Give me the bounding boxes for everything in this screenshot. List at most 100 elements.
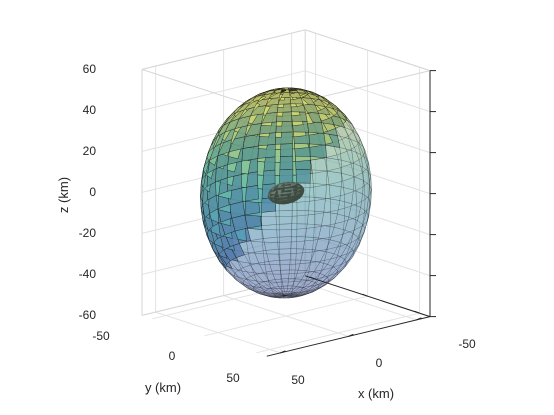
sphere-face xyxy=(271,270,283,280)
sphere-face xyxy=(289,296,298,298)
y-axis-label: y (km) xyxy=(145,380,181,395)
sphere-face xyxy=(340,172,355,191)
sphere-face xyxy=(353,212,365,231)
sphere-face xyxy=(296,290,309,296)
sphere-face xyxy=(285,295,296,297)
sphere-face xyxy=(280,269,290,280)
sphere-face xyxy=(305,282,319,291)
sphere-face xyxy=(307,285,320,293)
sphere-face xyxy=(348,245,360,261)
sphere-face xyxy=(358,154,368,174)
sphere-face xyxy=(285,293,298,296)
sphere-face xyxy=(285,291,295,296)
sphere-face xyxy=(285,295,294,298)
sphere-face xyxy=(368,171,372,190)
sphere-face xyxy=(280,295,287,298)
sphere-face xyxy=(326,170,342,188)
sphere-face xyxy=(259,210,277,227)
sphere-face xyxy=(293,272,309,282)
sphere-face xyxy=(285,292,297,296)
sphere-face xyxy=(342,217,357,235)
sphere-face xyxy=(313,224,331,241)
sphere-face xyxy=(354,142,364,161)
sphere-face xyxy=(286,285,293,292)
sphere-face xyxy=(247,287,261,295)
sphere-face xyxy=(344,203,357,222)
ellipsoid-face xyxy=(274,196,282,201)
x-tick-mark xyxy=(280,350,286,354)
sphere-face xyxy=(367,203,372,222)
sphere-face xyxy=(244,285,257,293)
sphere-face xyxy=(231,274,245,285)
sphere-face xyxy=(346,232,359,250)
sphere-face xyxy=(306,260,321,273)
sphere-face xyxy=(291,210,309,225)
sphere-face xyxy=(256,280,272,289)
sphere-face xyxy=(265,295,278,298)
sphere-face xyxy=(329,226,346,243)
x-tick-label: 50 xyxy=(291,373,305,387)
sphere-face xyxy=(366,158,372,177)
sphere-face xyxy=(289,259,302,271)
sphere-face xyxy=(264,264,281,275)
sphere-face xyxy=(262,280,275,289)
sphere-face xyxy=(340,159,355,177)
sphere-face xyxy=(324,154,341,172)
sphere-face xyxy=(362,179,370,199)
sphere-face xyxy=(332,256,346,270)
sphere-face xyxy=(321,272,337,285)
sphere-face xyxy=(317,267,334,280)
sphere-face xyxy=(352,127,361,144)
sphere-face xyxy=(336,262,347,276)
axes-box-edge xyxy=(141,29,306,70)
sphere-face xyxy=(260,287,275,294)
sphere-face xyxy=(263,292,276,297)
sphere-face xyxy=(295,269,307,280)
sphere-face xyxy=(263,253,281,266)
sphere-face xyxy=(274,294,287,296)
sphere-face xyxy=(296,227,315,242)
ellipsoid-face xyxy=(286,202,292,204)
axes-box-edge xyxy=(141,275,306,316)
sphere-face xyxy=(306,210,325,226)
sphere-face xyxy=(308,196,326,213)
ellipsoid-face xyxy=(271,184,278,188)
z-tick-label: -60 xyxy=(79,308,97,322)
sphere-face xyxy=(256,272,270,283)
ellipsoid-face xyxy=(281,182,286,184)
ellipsoid-face xyxy=(286,203,291,204)
sphere-face xyxy=(311,273,326,284)
sphere-face xyxy=(352,241,361,257)
y-tick-label: 0 xyxy=(169,349,176,363)
sphere-face xyxy=(344,248,355,264)
sphere-face xyxy=(316,282,329,291)
sphere-face xyxy=(258,281,272,290)
sphere-face xyxy=(303,281,317,289)
ellipsoid-face xyxy=(299,192,304,197)
sphere-face xyxy=(256,292,269,297)
sphere-face xyxy=(231,268,248,280)
ellipsoid-face xyxy=(291,199,297,203)
sphere-face xyxy=(335,260,349,274)
y-tick-label: 50 xyxy=(226,371,240,385)
y-tick-label: -50 xyxy=(92,329,110,343)
sphere-face xyxy=(296,279,308,288)
sphere-face xyxy=(242,280,255,290)
sphere-face xyxy=(257,291,271,297)
sphere-face xyxy=(279,241,297,255)
sphere-face xyxy=(285,291,290,296)
sphere-face xyxy=(302,278,318,288)
sphere-face xyxy=(361,207,370,227)
sphere-face xyxy=(275,292,287,296)
sphere-face xyxy=(321,211,338,228)
sphere-face xyxy=(226,107,239,120)
sphere-face xyxy=(346,147,360,165)
sphere-face xyxy=(296,214,315,230)
sphere-face xyxy=(242,282,255,292)
sphere-face xyxy=(244,284,259,292)
sphere-face xyxy=(277,291,287,296)
axes-box-edge xyxy=(305,29,431,72)
ellipsoid-face xyxy=(295,183,302,187)
sphere-face xyxy=(307,283,322,292)
sphere-face xyxy=(294,262,311,274)
